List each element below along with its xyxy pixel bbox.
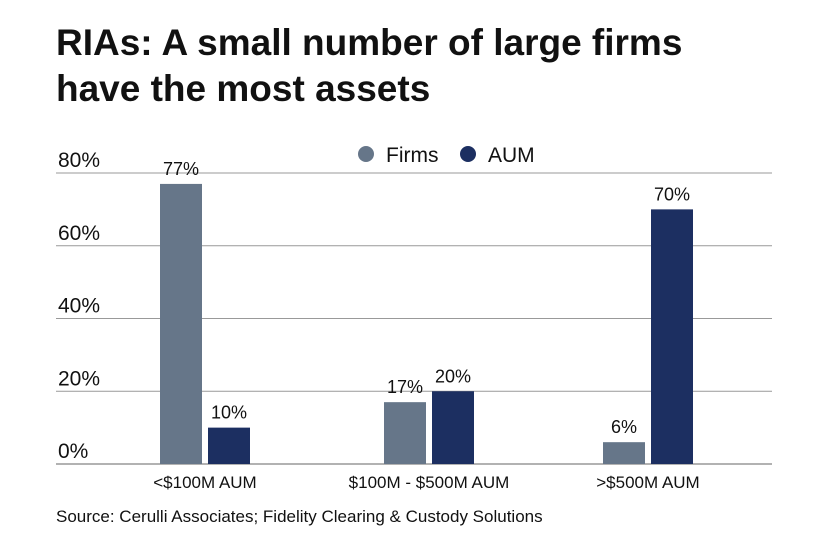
data-label-firms: 6% [611,417,637,437]
bar-aum [651,209,693,464]
x-tick-label: $100M - $500M AUM [349,473,510,492]
legend-swatch-firms [358,146,374,162]
data-label-aum: 70% [654,184,690,204]
y-tick-label: 60% [58,222,100,245]
bar-aum [208,427,250,464]
x-axis: <$100M AUM $100M - $500M AUM >$500M AUM [153,473,699,492]
data-labels: 77% 10% 17% 20% 6% 70% [163,159,690,437]
data-label-firms: 17% [387,377,423,397]
x-tick-label: <$100M AUM [153,473,256,492]
data-label-aum: 20% [435,366,471,386]
data-label-firms: 77% [163,159,199,179]
y-tick-label: 40% [58,295,100,318]
legend-label-aum: AUM [488,144,535,167]
y-tick-label: 20% [58,367,100,390]
legend: Firms AUM [358,144,535,167]
x-tick-label: >$500M AUM [596,473,699,492]
bar-aum [432,391,474,464]
legend-swatch-aum [460,146,476,162]
legend-label-firms: Firms [386,144,438,167]
y-tick-label: 0% [58,440,88,463]
chart-title-line-1: RIAs: A small number of large firms [56,22,683,63]
bars [160,183,693,464]
bar-chart: 0% 20% 40% 60% 80% 77% 10% 17% 20% 6% 70% <$100M … [56,144,772,492]
chart-title: RIAs: A small number of large firms have… [56,20,816,112]
chart-title-line-2: have the most assets [56,68,431,109]
source-note: Source: Cerulli Associates; Fidelity Cle… [56,507,543,526]
bar-firms [160,183,202,464]
data-label-aum: 10% [211,403,247,423]
y-tick-label: 80% [58,149,100,172]
bar-firms [603,442,645,464]
y-axis: 0% 20% 40% 60% 80% [58,149,100,463]
bar-firms [384,402,426,464]
